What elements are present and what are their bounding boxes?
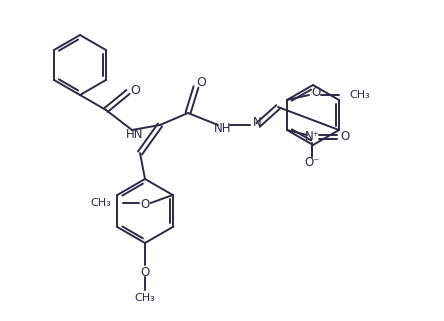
Text: O: O: [140, 265, 150, 279]
Text: CH₃: CH₃: [349, 90, 370, 100]
Text: NH: NH: [214, 123, 232, 135]
Text: O⁻: O⁻: [304, 157, 320, 169]
Text: O: O: [341, 131, 349, 143]
Text: O: O: [140, 198, 149, 212]
Text: CH₃: CH₃: [135, 293, 155, 303]
Text: O: O: [130, 83, 140, 97]
Text: N: N: [253, 117, 262, 129]
Text: CH₃: CH₃: [90, 198, 111, 208]
Text: O: O: [311, 86, 321, 100]
Text: N⁺: N⁺: [305, 131, 319, 143]
Text: HN: HN: [126, 127, 144, 141]
Text: O: O: [196, 75, 206, 89]
